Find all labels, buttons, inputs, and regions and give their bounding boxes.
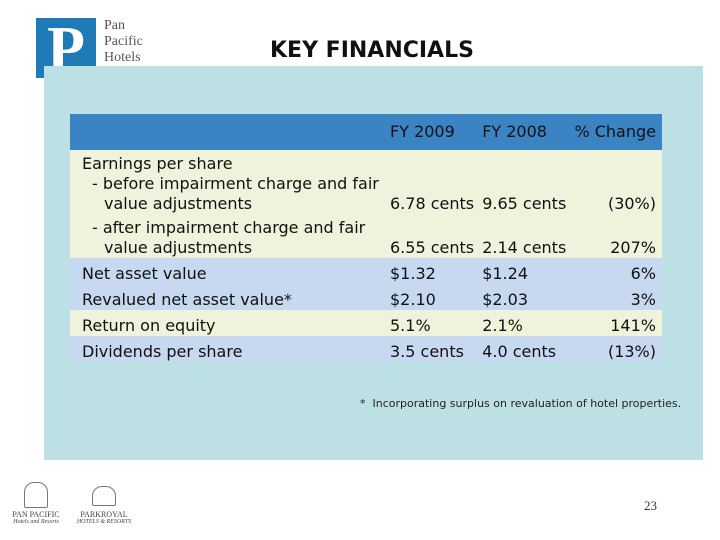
cell: 9.65 cents bbox=[478, 174, 571, 214]
brand-icon bbox=[92, 486, 116, 506]
row-label: Return on equity bbox=[70, 310, 386, 336]
cell: 2.1% bbox=[478, 310, 571, 336]
cell: 6.55 cents bbox=[386, 214, 479, 258]
cell: 4.0 cents bbox=[478, 336, 571, 362]
cell: 207% bbox=[570, 214, 662, 258]
row-label: - after impairment charge and fair value… bbox=[70, 214, 386, 258]
cell: (13%) bbox=[570, 336, 662, 362]
logo-line: Pan bbox=[104, 18, 125, 33]
brand-icon bbox=[24, 482, 48, 508]
group-label: Earnings per share bbox=[70, 150, 662, 174]
row: Return on equity 5.1% 2.1% 141% bbox=[70, 310, 662, 336]
cell: $1.24 bbox=[478, 258, 571, 284]
row-label: - before impairment charge and fair valu… bbox=[70, 174, 386, 214]
footnote: * Incorporating surplus on revaluation o… bbox=[360, 397, 682, 410]
row: - after impairment charge and fair value… bbox=[70, 214, 662, 258]
brand-tagline: Hotels and Resorts bbox=[13, 519, 59, 525]
cell: (30%) bbox=[570, 174, 662, 214]
brand-name: PAN PACIFIC bbox=[12, 510, 60, 519]
brand: PAN PACIFIC Hotels and Resorts bbox=[6, 482, 66, 525]
cell: $2.03 bbox=[478, 284, 571, 310]
header-cell: FY 2008 bbox=[478, 114, 571, 150]
cell: 5.1% bbox=[386, 310, 479, 336]
row-label-text: - after impairment charge and fair value… bbox=[92, 218, 366, 257]
brand-tagline: HOTELS & RESORTS bbox=[76, 519, 132, 525]
row: - before impairment charge and fair valu… bbox=[70, 174, 662, 214]
rows: Net asset value $1.32 $1.24 6% Revalued net … bbox=[70, 258, 662, 362]
cell: $1.32 bbox=[386, 258, 479, 284]
financials-table: FY 2009 FY 2008 % Change Earnings per sh… bbox=[70, 114, 662, 362]
cell: 3.5 cents bbox=[386, 336, 479, 362]
header-cell: FY 2009 bbox=[386, 114, 479, 150]
brand: PARKROYAL HOTELS & RESORTS bbox=[74, 482, 134, 525]
row: Net asset value $1.32 $1.24 6% bbox=[70, 258, 662, 284]
row: Dividends per share 3.5 cents 4.0 cents (13… bbox=[70, 336, 662, 362]
cell: 3% bbox=[570, 284, 662, 310]
logo-line: Hotels bbox=[104, 50, 141, 65]
row-label: Net asset value bbox=[70, 258, 386, 284]
row-label-text: - before impairment charge and fair valu… bbox=[92, 174, 379, 213]
header-row: FY 2009 FY 2008 % Change bbox=[70, 114, 662, 150]
logo-text: Pan Pacific Hotels bbox=[104, 18, 143, 66]
row: Revalued net asset value* $2.10 $2.03 3% bbox=[70, 284, 662, 310]
header-cell bbox=[70, 114, 386, 150]
cell: 6.78 cents bbox=[386, 174, 479, 214]
cell: 6% bbox=[570, 258, 662, 284]
page-number: 23 bbox=[644, 498, 657, 513]
header-cell: % Change bbox=[570, 114, 662, 150]
row-label: Dividends per share bbox=[70, 336, 386, 362]
row-label: Revalued net asset value* bbox=[70, 284, 386, 310]
cell: 2.14 cents bbox=[478, 214, 571, 258]
brand-name: PARKROYAL bbox=[80, 510, 128, 519]
cell: 141% bbox=[570, 310, 662, 336]
group-row: Earnings per share bbox=[70, 150, 662, 174]
logo-line: Pacific bbox=[104, 34, 143, 49]
cell: $2.10 bbox=[386, 284, 479, 310]
title: KEY FINANCIALS bbox=[270, 38, 474, 63]
